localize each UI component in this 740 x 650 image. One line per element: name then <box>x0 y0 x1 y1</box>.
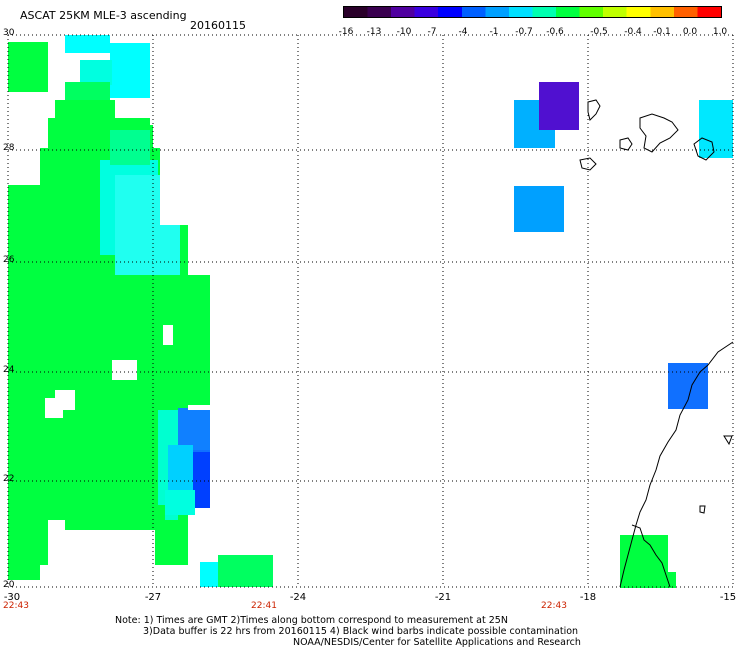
lat-label: 28 <box>3 143 15 153</box>
colorbar-tick: -1 <box>489 27 499 37</box>
colorbar-tick: -0.4 <box>624 27 642 37</box>
colorbar-tick: -0.7 <box>515 27 533 37</box>
lon-label: -30 <box>3 592 21 603</box>
colorbar-tick: -7 <box>427 27 437 37</box>
data-cells-right <box>514 82 733 588</box>
time-label: 22:43 <box>3 601 29 611</box>
data-swath-left <box>0 35 308 587</box>
coastlines <box>579 99 734 588</box>
lat-label: 22 <box>3 474 15 484</box>
lon-label: -21 <box>434 592 452 603</box>
colorbar-tick: -10 <box>396 27 412 37</box>
colorbar-tick: -16 <box>338 27 354 37</box>
lon-label: -18 <box>579 592 597 603</box>
colorbar-tick: -4 <box>458 27 468 37</box>
lat-label: 30 <box>3 28 15 38</box>
footer-note-2: 3)Data buffer is 22 hrs from 20160115 4)… <box>143 626 579 637</box>
colorbar-tick: 0.0 <box>682 27 698 37</box>
time-label: 22:41 <box>251 601 277 611</box>
lon-label: -24 <box>289 592 307 603</box>
lon-label: -27 <box>144 592 162 603</box>
lat-label: 24 <box>3 365 15 375</box>
colorbar-tick: -0.5 <box>590 27 608 37</box>
time-label: 22:43 <box>541 601 567 611</box>
map-title: ASCAT 25KM MLE-3 ascending <box>20 9 187 22</box>
colorbar-tick: -0.1 <box>653 27 671 37</box>
graticule <box>7 34 734 588</box>
lon-label: -15 <box>719 592 737 603</box>
map-date: 20160115 <box>190 19 246 32</box>
lat-label: 20 <box>3 580 15 590</box>
footer-note-3: NOAA/NESDIS/Center for Satellite Applica… <box>293 637 581 648</box>
lat-label: 26 <box>3 255 15 265</box>
colorbar-tick: -13 <box>366 27 382 37</box>
colorbar-tick: -0.6 <box>546 27 564 37</box>
color-scale-bar <box>343 6 722 18</box>
colorbar-tick: 1.0 <box>712 27 728 37</box>
footer-note-1: Note: 1) Times are GMT 2)Times along bot… <box>115 615 508 626</box>
